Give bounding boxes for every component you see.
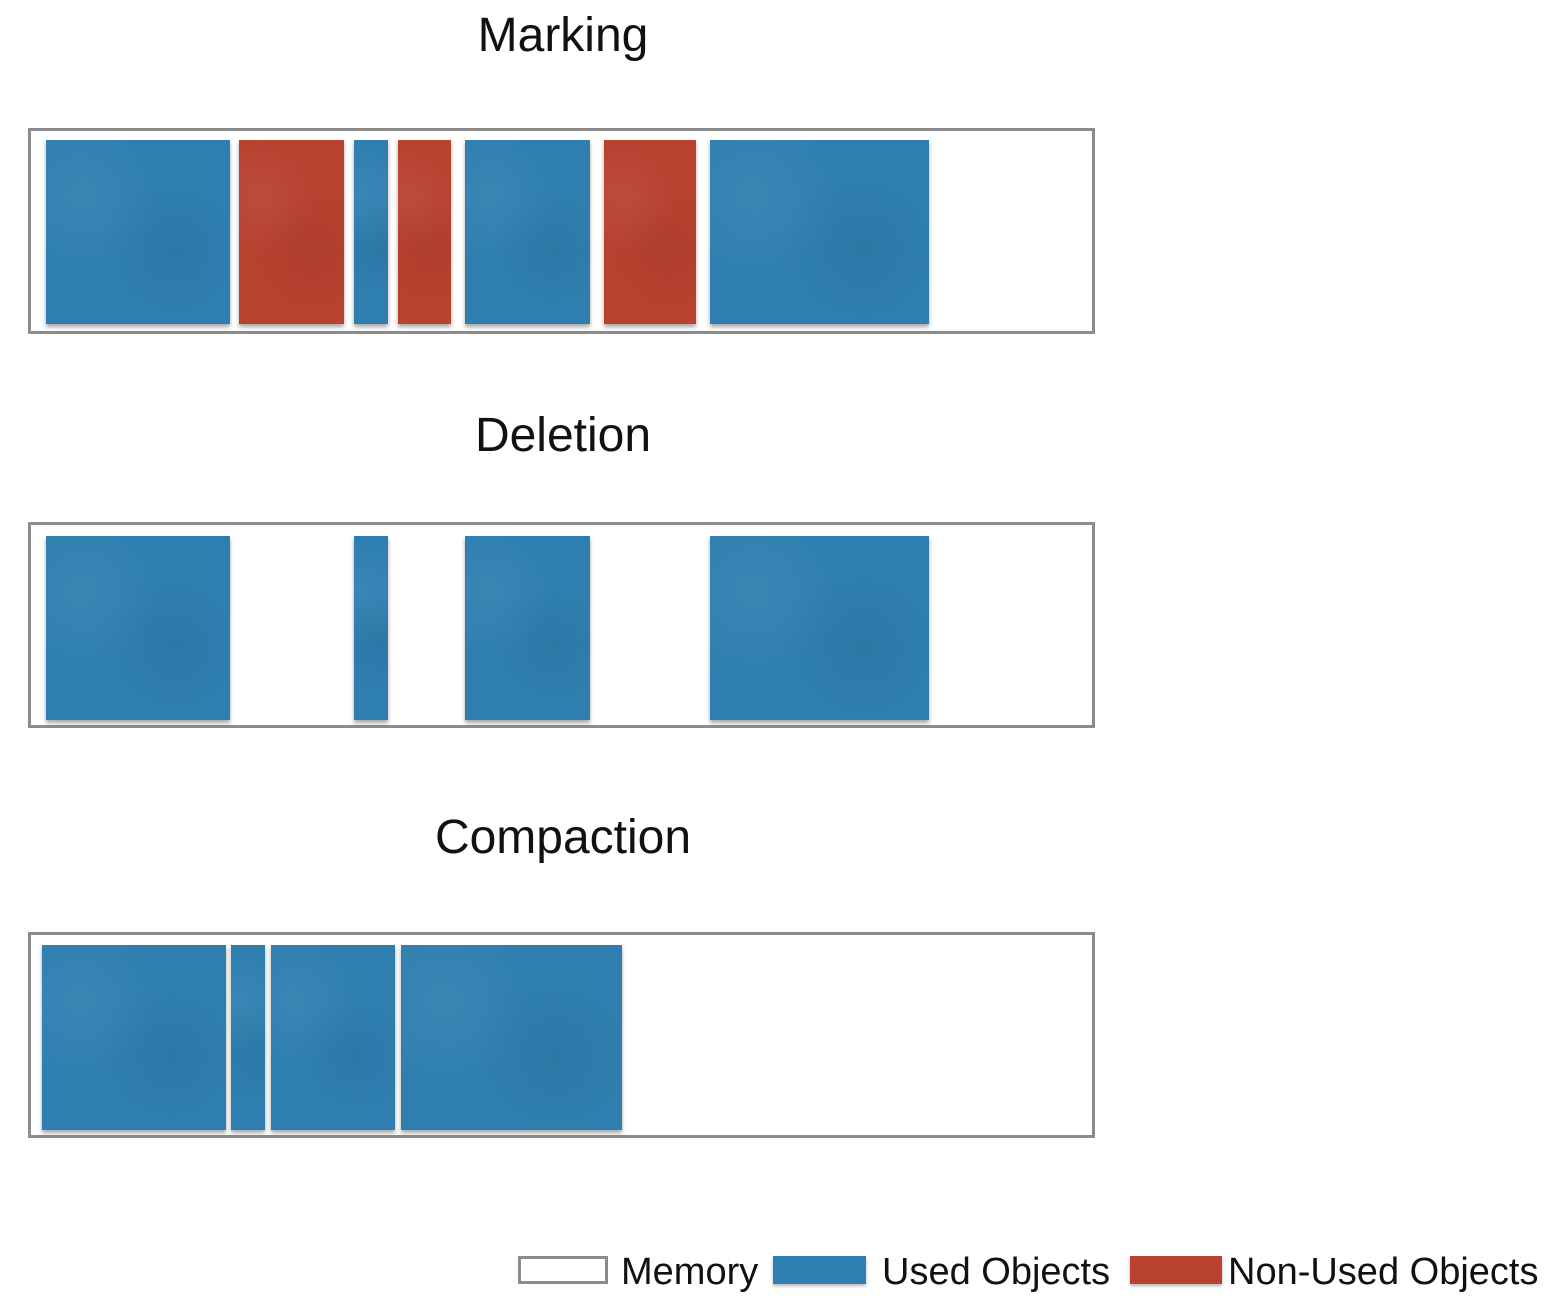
legend-memory-swatch [518, 1256, 608, 1284]
used-object-block [231, 945, 265, 1130]
used-object-block [46, 536, 230, 720]
memory-box-compaction [28, 932, 1095, 1138]
stage-title-compaction: Compaction [434, 811, 692, 864]
used-object-block [271, 945, 395, 1130]
used-object-block [354, 140, 388, 324]
memory-box-deletion [28, 522, 1095, 728]
used-object-block [46, 140, 230, 324]
legend-used-swatch [773, 1256, 866, 1284]
legend-non-used-label: Non-Used Objects [1228, 1251, 1539, 1293]
used-object-block [465, 536, 590, 720]
legend-memory-label: Memory [621, 1251, 759, 1293]
memory-box-marking [28, 128, 1095, 334]
used-object-block [354, 536, 388, 720]
used-object-block [710, 140, 929, 324]
legend-non-used-swatch [1130, 1256, 1222, 1284]
non-used-object-block [398, 140, 451, 324]
stage-title-marking: Marking [477, 9, 649, 62]
used-object-block [401, 945, 622, 1130]
used-object-block [710, 536, 929, 720]
used-object-block [42, 945, 226, 1130]
non-used-object-block [604, 140, 696, 324]
legend-used-label: Used Objects [882, 1251, 1111, 1293]
stage-title-deletion: Deletion [474, 409, 652, 462]
used-object-block [465, 140, 590, 324]
non-used-object-block [239, 140, 344, 324]
